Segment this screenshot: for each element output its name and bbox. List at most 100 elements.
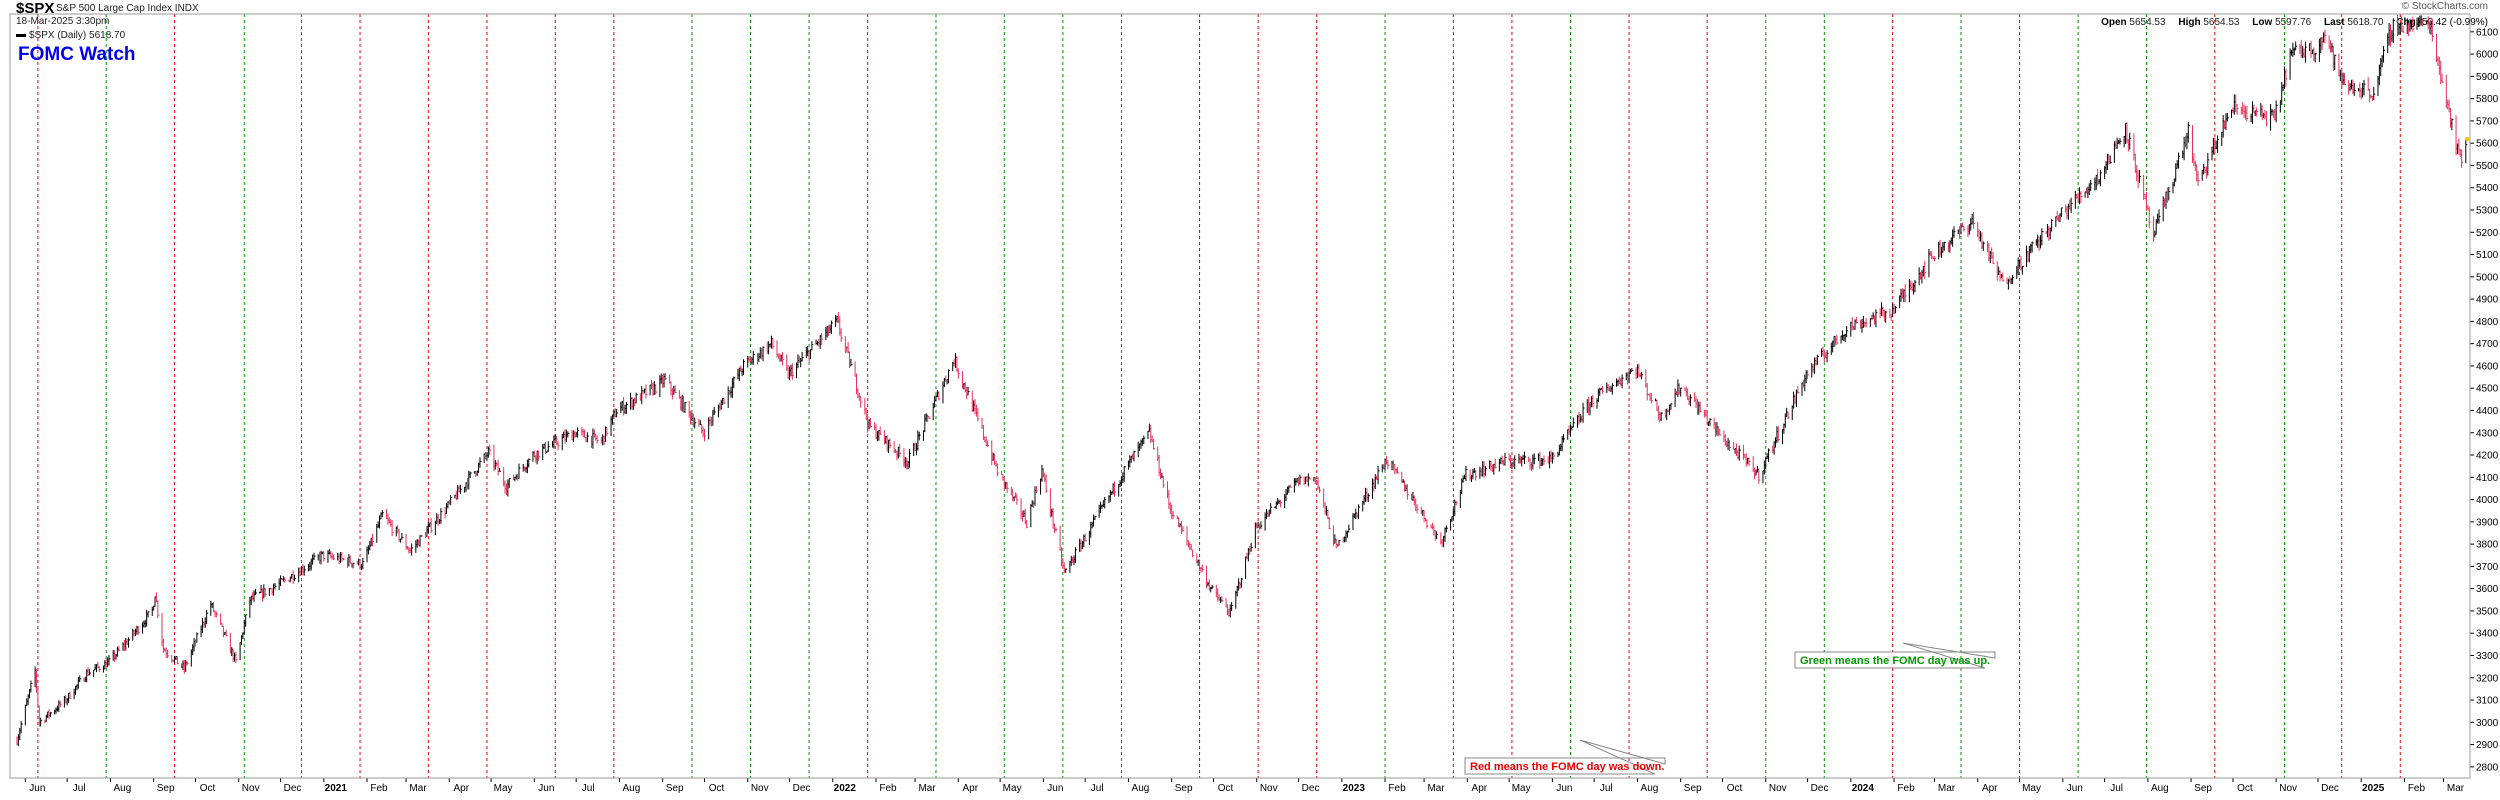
x-tick-label: Aug: [1641, 783, 1659, 794]
x-tick-label: Apr: [1982, 783, 1998, 794]
x-tick-label: Dec: [1811, 783, 1829, 794]
x-tick-label: Apr: [454, 783, 470, 794]
y-tick-label: 2800: [2476, 762, 2499, 773]
x-tick-label: 2022: [834, 783, 857, 794]
x-tick-label: Feb: [1388, 783, 1406, 794]
x-tick-label: Nov: [1260, 783, 1278, 794]
symbol-description: S&P 500 Large Cap Index INDX: [56, 3, 199, 14]
y-tick-label: 5400: [2476, 183, 2499, 194]
last-price-marker: [2465, 136, 2470, 141]
y-tick-label: 4600: [2476, 361, 2499, 372]
open-value: 5654.53: [2129, 17, 2166, 28]
y-tick-label: 5600: [2476, 139, 2499, 150]
y-tick-label: 4100: [2476, 473, 2499, 484]
x-tick-label: Jul: [73, 783, 86, 794]
annotation-text: Green means the FOMC day was up.: [1800, 655, 1990, 667]
x-tick-label: Dec: [1302, 783, 1320, 794]
axes: 2800 2900 3000 3100 3200 3300 3400 3500 3600 3700…: [9, 13, 2499, 794]
open-label: Open: [2101, 17, 2127, 28]
index-name: S&P 500 Large Cap Index: [56, 3, 173, 14]
x-tick-label: May: [1512, 783, 1531, 794]
x-tick-label: Oct: [2237, 783, 2253, 794]
annotation-callout: Green means the FOMC day was up.: [1794, 642, 1996, 669]
x-tick-label: Jun: [29, 783, 45, 794]
y-tick-label: 4200: [2476, 451, 2499, 462]
x-tick-label: 2025: [2362, 783, 2385, 794]
x-tick-label: Jul: [1600, 783, 1613, 794]
y-tick-label: 4500: [2476, 384, 2499, 395]
annotation-box: [1794, 642, 1996, 669]
chg-value: -56.42 (-0.99%): [2418, 17, 2488, 28]
x-tick-label: Aug: [2151, 783, 2169, 794]
x-tick-label: 2021: [325, 783, 348, 794]
x-tick-label: Apr: [1472, 783, 1488, 794]
last-value: 5618.70: [2347, 17, 2384, 28]
annotation-text: Red means the FOMC day was down.: [1470, 761, 1664, 773]
x-tick-label: Aug: [1132, 783, 1150, 794]
chart-datetime: 18-Mar-2025 3:30pm: [16, 16, 110, 27]
y-tick-label: 3300: [2476, 651, 2499, 662]
x-tick-label: Sep: [157, 783, 175, 794]
y-tick-label: 6000: [2476, 50, 2499, 61]
x-tick-label: 2023: [1343, 783, 1366, 794]
x-tick-label: Feb: [879, 783, 897, 794]
annotation-callout: Red means the FOMC day was down.: [1464, 739, 1666, 775]
x-tick-label: Dec: [2321, 783, 2339, 794]
legend-label: $SPX (Daily) 5618.70: [29, 30, 126, 41]
y-tick-label: 3400: [2476, 629, 2499, 640]
y-tick-label: 5900: [2476, 72, 2499, 83]
x-tick-label: Sep: [2194, 783, 2212, 794]
y-tick-label: 3600: [2476, 584, 2499, 595]
legend-swatch-icon: [16, 33, 26, 37]
x-tick-label: Oct: [1218, 783, 1234, 794]
x-tick-label: May: [2022, 783, 2041, 794]
x-tick-label: Aug: [623, 783, 641, 794]
x-tick-label: Mar: [918, 783, 936, 794]
y-tick-label: 3900: [2476, 517, 2499, 528]
quote-summary: Open 5654.53 High 5654.53 Low 5597.76 La…: [2101, 17, 2488, 28]
x-tick-label: Sep: [1684, 783, 1702, 794]
annotation-box: [1464, 739, 1666, 775]
y-tick-label: 3800: [2476, 540, 2499, 551]
y-tick-label: 4000: [2476, 495, 2499, 506]
ticker-symbol: $SPX: [16, 0, 55, 17]
y-tick-label: 5200: [2476, 228, 2499, 239]
y-tick-label: 4800: [2476, 317, 2499, 328]
y-tick-label: 5500: [2476, 161, 2499, 172]
x-tick-label: Jun: [1047, 783, 1063, 794]
y-tick-label: 4700: [2476, 339, 2499, 350]
watermark: © StockCharts.com: [2401, 1, 2488, 12]
x-tick-label: Apr: [963, 783, 979, 794]
y-tick-label: 4300: [2476, 428, 2499, 439]
y-tick-label: 5300: [2476, 206, 2499, 217]
x-tick-label: Nov: [751, 783, 769, 794]
low-label: Low: [2252, 17, 2273, 28]
x-tick-label: Jun: [2067, 783, 2083, 794]
y-tick-label: 5800: [2476, 94, 2499, 105]
x-tick-label: Nov: [242, 783, 260, 794]
y-tick-label: 2900: [2476, 740, 2499, 751]
exchange-label: INDX: [174, 3, 199, 14]
annotations: Red means the FOMC day was down. Green me…: [1464, 642, 1996, 775]
y-tick-label: 3000: [2476, 718, 2499, 729]
x-tick-label: Nov: [1769, 783, 1787, 794]
y-tick-label: 4400: [2476, 406, 2499, 417]
high-value: 5654.53: [2203, 17, 2240, 28]
x-tick-label: Jun: [538, 783, 554, 794]
low-value: 5597.76: [2275, 17, 2312, 28]
x-tick-label: Oct: [1727, 783, 1743, 794]
y-tick-label: 3500: [2476, 606, 2499, 617]
y-tick-label: 3100: [2476, 696, 2499, 707]
x-tick-label: Dec: [284, 783, 302, 794]
x-tick-label: Mar: [1427, 783, 1445, 794]
price-series: [16, 15, 2470, 747]
plot-frame: [9, 13, 2471, 779]
y-tick-label: 5100: [2476, 250, 2499, 261]
x-tick-label: May: [494, 783, 513, 794]
y-tick-label: 5000: [2476, 272, 2499, 283]
x-tick-label: Nov: [2279, 783, 2297, 794]
x-tick-label: Dec: [793, 783, 811, 794]
x-tick-label: Feb: [2408, 783, 2426, 794]
x-tick-label: Aug: [114, 783, 132, 794]
